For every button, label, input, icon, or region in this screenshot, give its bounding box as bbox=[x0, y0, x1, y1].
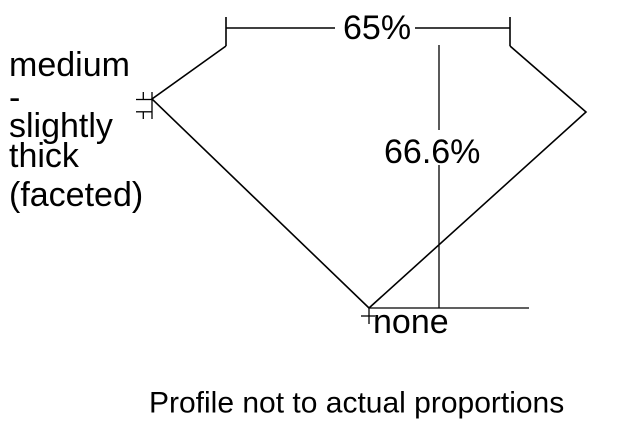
svg-text:(faceted): (faceted) bbox=[9, 176, 143, 214]
svg-text:65%: 65% bbox=[343, 9, 411, 47]
svg-text:medium: medium bbox=[9, 46, 130, 84]
svg-text:66.6%: 66.6% bbox=[384, 133, 480, 171]
svg-text:Profile not to actual proporti: Profile not to actual proportions bbox=[149, 387, 564, 420]
svg-text:thick: thick bbox=[9, 137, 80, 175]
svg-text:none: none bbox=[373, 303, 449, 341]
